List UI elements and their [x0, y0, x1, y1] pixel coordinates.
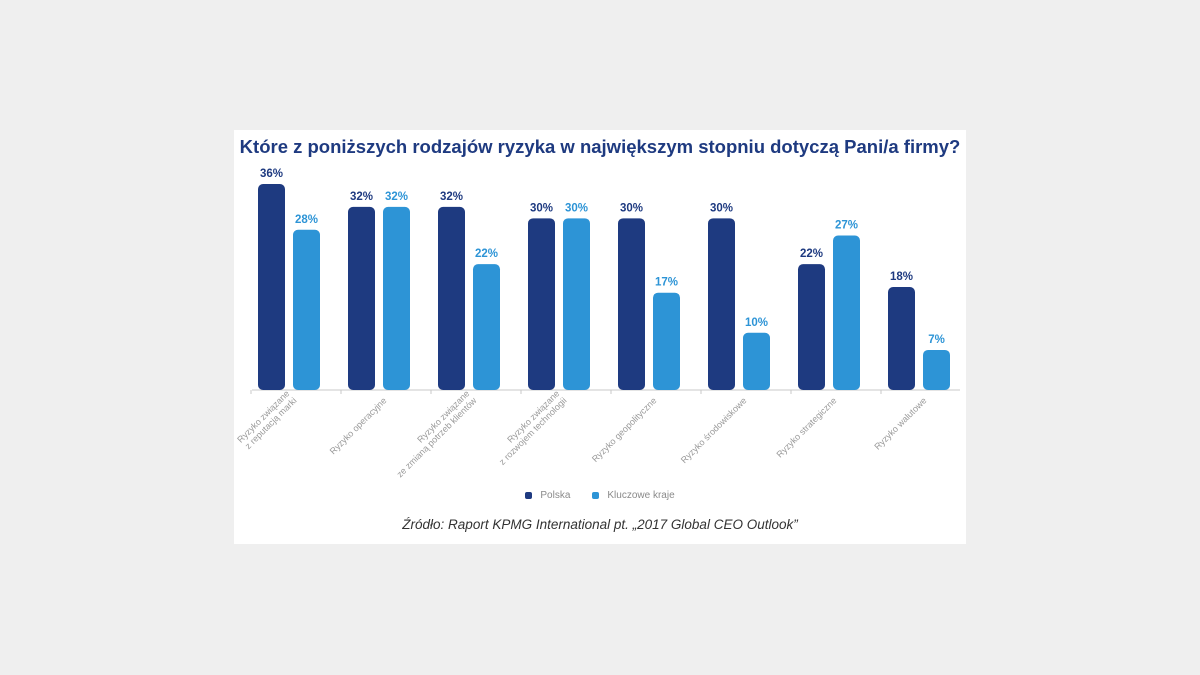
data-label-polska-8: 18% — [890, 271, 913, 283]
category-label-line: Ryzyko środowiskowe — [679, 395, 749, 465]
bar-kluczowe-kraje-7 — [833, 235, 860, 390]
data-label-kluczowe-kraje-3: 22% — [475, 248, 498, 260]
category-label-line: Ryzyko strategiczne — [775, 395, 839, 459]
data-label-kluczowe-kraje-7: 27% — [835, 220, 858, 232]
legend-item-kluczowe: Kluczowe kraje — [592, 490, 675, 501]
category-label-5: Ryzyko geopolityczne — [590, 395, 659, 464]
bar-kluczowe-kraje-4 — [563, 218, 590, 390]
category-label-line: Ryzyko geopolityczne — [590, 395, 659, 464]
bar-polska-5 — [618, 218, 645, 390]
bar-polska-2 — [348, 206, 375, 390]
bar-kluczowe-kraje-6 — [743, 332, 770, 390]
data-label-polska-1: 36% — [260, 168, 283, 180]
data-label-kluczowe-kraje-1: 28% — [295, 214, 318, 226]
bar-polska-1 — [258, 184, 285, 390]
source-note: Źródło: Raport KPMG International pt. „2… — [402, 517, 798, 532]
chart-legend: Polska Kluczowe kraje — [234, 490, 966, 501]
bar-polska-6 — [708, 218, 735, 390]
legend-label-kluczowe-kraje: Kluczowe kraje — [607, 490, 675, 501]
legend-label-polska: Polska — [540, 490, 571, 501]
data-label-kluczowe-kraje-2: 32% — [385, 191, 408, 203]
legend-item-polska: Polska — [525, 490, 570, 501]
data-label-kluczowe-kraje-8: 7% — [928, 334, 945, 346]
category-label-7: Ryzyko strategiczne — [775, 395, 839, 459]
category-label-line: Ryzyko operacyjne — [328, 395, 389, 456]
bar-kluczowe-kraje-8 — [923, 349, 950, 390]
bar-kluczowe-kraje-3 — [473, 264, 500, 390]
data-label-kluczowe-kraje-6: 10% — [745, 317, 768, 329]
data-label-polska-4: 30% — [530, 202, 553, 214]
data-label-kluczowe-kraje-4: 30% — [565, 202, 588, 214]
category-label-6: Ryzyko środowiskowe — [679, 395, 749, 465]
bar-kluczowe-kraje-1 — [293, 229, 320, 390]
category-label-line: z rozwojem technologii — [497, 395, 568, 466]
bar-kluczowe-kraje-5 — [653, 292, 680, 390]
legend-swatch-polska — [525, 492, 533, 499]
legend-swatch-kluczowe-kraje — [592, 492, 600, 499]
chart-card: 36% 28% Ryzyko związane z reputacją marki 32… — [234, 130, 966, 544]
data-label-polska-2: 32% — [350, 191, 373, 203]
bar-polska-7 — [798, 264, 825, 390]
bar-polska-3 — [438, 206, 465, 390]
bar-polska-4 — [528, 218, 555, 390]
data-label-polska-6: 30% — [710, 202, 733, 214]
category-label-line: Ryzyko walutowe — [872, 395, 928, 451]
chart-title: Które z poniższych rodzajów ryzyka w naj… — [239, 136, 961, 157]
data-label-polska-5: 30% — [620, 202, 643, 214]
category-label-8: Ryzyko walutowe — [872, 395, 928, 451]
data-label-polska-7: 22% — [800, 248, 823, 260]
bar-kluczowe-kraje-2 — [383, 206, 410, 390]
data-label-kluczowe-kraje-5: 17% — [655, 277, 678, 289]
category-label-line: ze zmianą potrzeb klientów — [395, 395, 479, 479]
category-label-2: Ryzyko operacyjne — [328, 395, 389, 456]
data-label-polska-3: 32% — [440, 191, 463, 203]
bar-polska-8 — [888, 287, 915, 390]
